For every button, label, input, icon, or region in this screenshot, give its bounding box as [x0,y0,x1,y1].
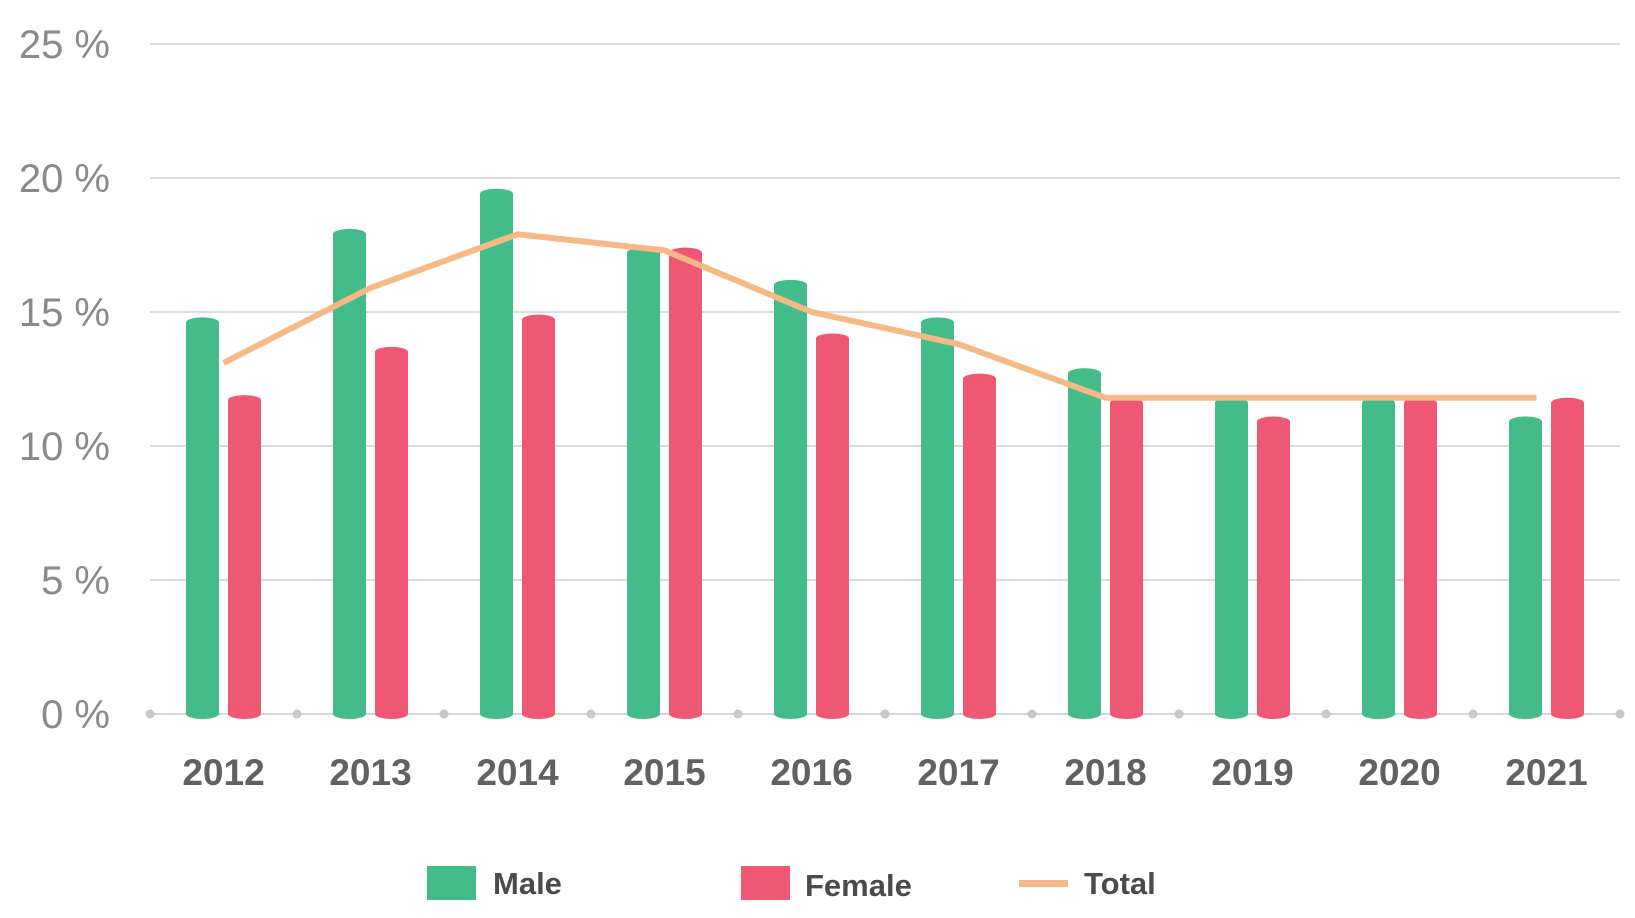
y-tick-label: 25 % [19,23,110,67]
bar-female-2019 [1257,416,1290,719]
legend-swatch-female [741,866,790,900]
x-tick-label: 2019 [1211,752,1293,793]
bar-male-2018 [1068,368,1101,719]
bar-male-2021 [1509,416,1542,719]
x-tick-label: 2012 [182,752,264,793]
bar-male-2019 [1215,397,1249,719]
baseline-dot [292,709,302,719]
baseline-dot [145,709,155,719]
bar-male-2017 [921,317,954,719]
bar-male-2012 [186,317,219,719]
baseline-dot [733,709,743,719]
x-tick-label: 2021 [1505,752,1587,793]
bar-male-2020 [1362,397,1395,719]
baseline-dot [1615,709,1625,719]
bar-female-2012 [228,395,261,719]
x-axis-baseline [145,709,1625,719]
bar-male-2014 [480,188,513,720]
bar-female-2016 [816,333,850,719]
y-tick-label: 10 % [19,425,110,469]
x-tick-label: 2013 [329,752,411,793]
baseline-dot [880,709,890,719]
bar-female-2017 [963,373,996,719]
x-tick-label: 2017 [917,752,999,793]
bar-male-2013 [333,228,366,720]
baseline-dot [1468,709,1478,719]
bar-female-2014 [522,314,555,719]
y-axis: 0 % 5 % 10 % 15 % 20 % 25 % [19,23,110,737]
bar-female-2015 [669,247,702,719]
y-tick-label: 5 % [41,559,110,603]
y-tick-label: 15 % [19,291,110,335]
line-total [222,231,1537,401]
baseline-dot [1321,709,1331,719]
bars [186,188,1584,720]
x-tick-label: 2015 [623,752,705,793]
bar-male-2015 [627,247,660,719]
bar-female-2013 [375,346,408,719]
baseline-dot [1174,709,1184,719]
x-tick-label: 2016 [770,752,852,793]
baseline-dot [586,709,596,719]
baseline-dot [1027,709,1037,719]
legend: Male Female Total [427,866,1156,903]
legend-swatch-male [427,866,476,900]
gridlines [150,43,1620,581]
bar-female-2020 [1404,397,1437,719]
legend-label-total: Total [1084,866,1156,901]
legend-swatch-total [1019,880,1068,887]
bar-male-2016 [774,279,807,719]
baseline-dot [439,709,449,719]
bar-female-2021 [1551,397,1584,719]
x-tick-label: 2020 [1358,752,1440,793]
bar-female-2018 [1110,397,1143,719]
total-line [222,231,1537,401]
x-axis: 2012 2013 2014 2015 2016 2017 2018 2019 2020 2021 [182,752,1587,793]
y-tick-label: 0 % [41,693,110,737]
x-tick-label: 2018 [1064,752,1146,793]
legend-label-female: Female [805,868,912,903]
x-tick-label: 2014 [476,752,559,793]
y-tick-label: 20 % [19,157,110,201]
legend-label-male: Male [493,866,562,901]
